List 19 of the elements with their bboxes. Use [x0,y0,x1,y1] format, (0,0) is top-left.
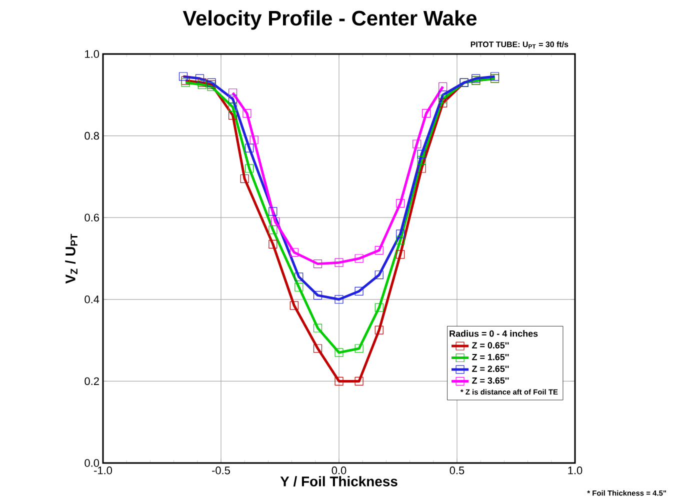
legend-label: Z = 2.65'' [472,366,509,372]
x-tick-label: 0.5 [450,466,464,474]
y-tick-label: 0.6 [84,214,99,222]
x-tick-label: -1.0 [94,466,112,474]
legend-label: Z = 1.65'' [472,354,509,360]
legend-label: Z = 3.65'' [472,377,509,384]
y-tick-label: 0.4 [84,296,100,304]
x-axis-title: Y / Foil Thickness [280,476,398,487]
y-axis-title: V$_{Z}$ / U$_{PT}$ [65,234,78,284]
y-tick-label: 0.0 [84,459,100,467]
legend-title: Radius = 0 - 4 inches [450,330,538,337]
y-tick-label: 0.2 [84,377,99,386]
x-tick-label: 0.0 [332,466,346,474]
y-tick-label: 1.0 [85,50,100,58]
x-tick-label: -0.5 [212,466,230,474]
y-tick-label: 0.8 [84,132,99,140]
chart-title: Velocity Profile - Center Wake [182,10,477,30]
x-tick-label: 1.0 [568,466,582,474]
legend-label: Z = 0.65'' [472,342,509,348]
